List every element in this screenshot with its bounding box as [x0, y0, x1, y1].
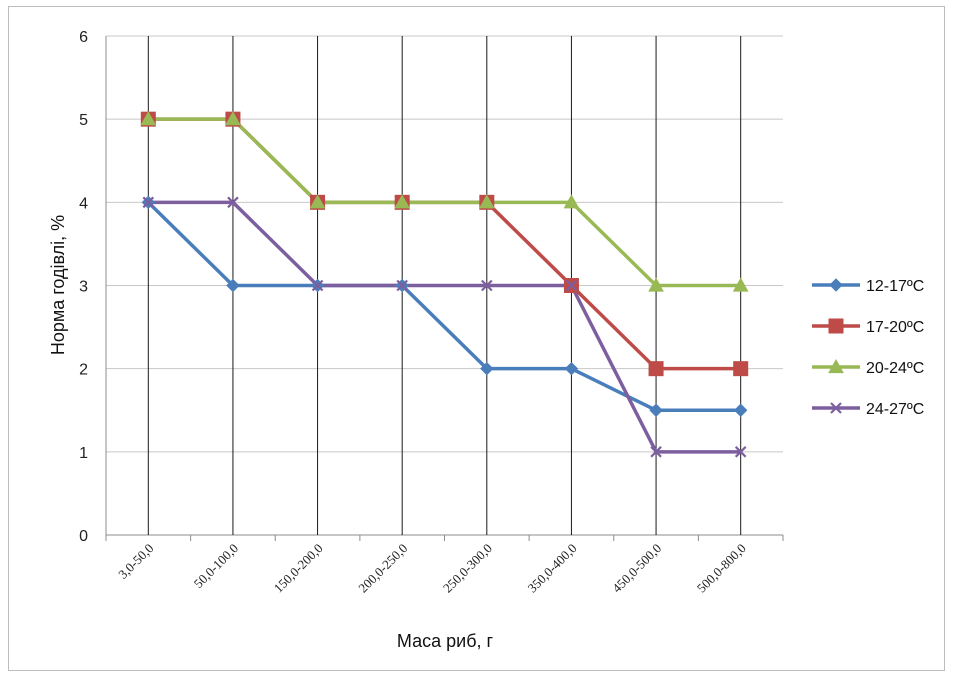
data-point-diamond [565, 363, 577, 375]
x-tick-label: 150,0-200,0 [271, 541, 326, 596]
y-tick-label: 0 [79, 528, 88, 545]
y-tick-label: 3 [79, 279, 88, 296]
x-tick-label: 250,0-300,0 [440, 541, 495, 596]
x-tick-label: 450,0-500,0 [609, 541, 664, 596]
grid-lines [106, 36, 783, 541]
legend-label: 12-17ºC [866, 278, 924, 295]
x-tick-label: 3,0-50,0 [115, 541, 156, 582]
series-line-0 [148, 202, 740, 410]
legend-label: 20-24ºC [866, 360, 924, 377]
y-tick-label: 4 [79, 195, 88, 212]
x-axis-ticks: 3,0-50,0 50,0-100,0 150,0-200,0 200,0-250,0… [115, 541, 749, 596]
legend: 12-17ºC 17-20ºC 20-24ºC 24-27ºC [812, 278, 924, 418]
series-line-1 [148, 119, 740, 369]
x-tick-label: 500,0-800,0 [694, 541, 749, 596]
y-axis-ticks: 0 1 2 3 4 5 6 [79, 29, 88, 545]
x-tick-label: 350,0-400,0 [525, 541, 580, 596]
data-point-diamond [650, 404, 662, 416]
data-point-square [734, 362, 748, 376]
y-tick-label: 2 [79, 362, 88, 379]
legend-label: 24-27ºC [866, 401, 924, 418]
y-axis-title: Норма годівлі, % [48, 215, 68, 355]
legend-label: 17-20ºC [866, 319, 924, 336]
data-point-diamond [830, 279, 842, 291]
x-tick-label: 50,0-100,0 [191, 541, 241, 591]
y-tick-label: 5 [79, 112, 88, 129]
data-point-diamond [735, 404, 747, 416]
data-point-square [829, 319, 843, 333]
y-tick-label: 1 [79, 445, 88, 462]
data-point-square [649, 362, 663, 376]
x-tick-label: 200,0-250,0 [355, 541, 410, 596]
x-axis-title: Маса риб, г [397, 631, 494, 651]
y-tick-label: 6 [79, 29, 88, 46]
